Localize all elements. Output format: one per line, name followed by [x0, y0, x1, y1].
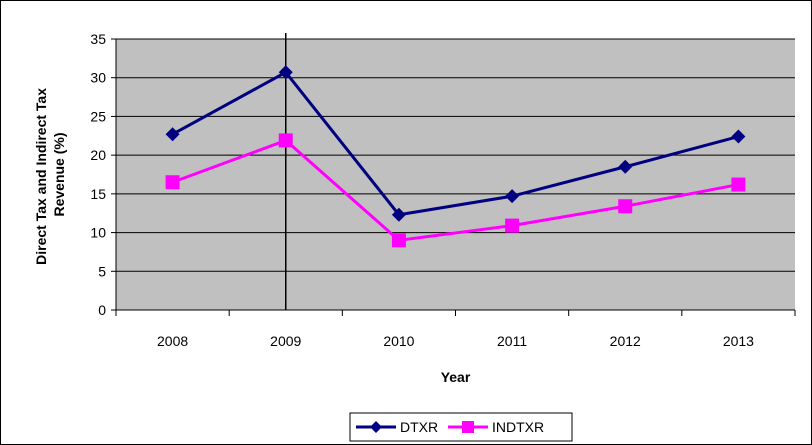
data-point-indtxr — [391, 233, 406, 248]
data-point-dtxr — [165, 127, 180, 142]
x-tick-label: 2010 — [383, 333, 414, 349]
y-tick-label: 5 — [98, 263, 106, 279]
legend-label-dtxr: DTXR — [400, 419, 438, 435]
plot-area — [116, 39, 795, 310]
legend: DTXR INDTXR — [349, 412, 573, 442]
data-point-dtxr — [505, 189, 520, 204]
series-line-indtxr — [172, 138, 739, 242]
x-axis-title: Year — [441, 369, 471, 385]
x-tick-label: 2009 — [270, 333, 301, 349]
data-point-indtxr — [505, 218, 520, 233]
legend-marker-indtxr — [462, 421, 474, 433]
x-tick-label: 2013 — [723, 333, 754, 349]
legend-label-indtxr: INDTXR — [492, 419, 544, 435]
y-axis-title-line-1: Direct Tax and Indirect Tax — [33, 88, 49, 265]
y-tick-label: 20 — [90, 147, 106, 163]
data-point-dtxr — [278, 65, 293, 80]
x-tick-label: 2012 — [610, 333, 641, 349]
y-axis-title: Direct Tax and Indirect Tax Revenue (%) — [33, 84, 67, 265]
gridlines — [116, 38, 795, 272]
data-point-dtxr — [618, 159, 633, 174]
data-point-indtxr — [618, 199, 633, 214]
data-point-indtxr — [165, 175, 180, 190]
series-line-dtxr — [171, 70, 739, 217]
series-lines — [171, 70, 739, 242]
series-markers — [165, 65, 746, 248]
x-tick-labels: 2008 2009 2010 2011 2012 2013 — [115, 310, 796, 349]
data-point-dtxr — [391, 207, 406, 222]
data-point-indtxr — [731, 177, 746, 192]
data-point-dtxr — [731, 129, 746, 144]
legend-marker-dtxr — [370, 421, 382, 433]
data-point-indtxr — [278, 133, 293, 148]
y-tick-label: 30 — [90, 70, 106, 86]
x-tick-label: 2011 — [497, 333, 527, 349]
y-tick-label: 10 — [90, 225, 106, 241]
y-tick-label: 35 — [90, 31, 106, 47]
y-tick-label: 25 — [90, 108, 106, 124]
x-tick-label: 2008 — [157, 333, 188, 349]
y-axis-title-line-2: Revenue (%) — [51, 132, 67, 216]
y-tick-labels: 0 5 10 15 20 25 30 35 — [90, 31, 116, 318]
y-tick-label: 0 — [98, 302, 106, 318]
y-tick-label: 15 — [90, 186, 106, 202]
